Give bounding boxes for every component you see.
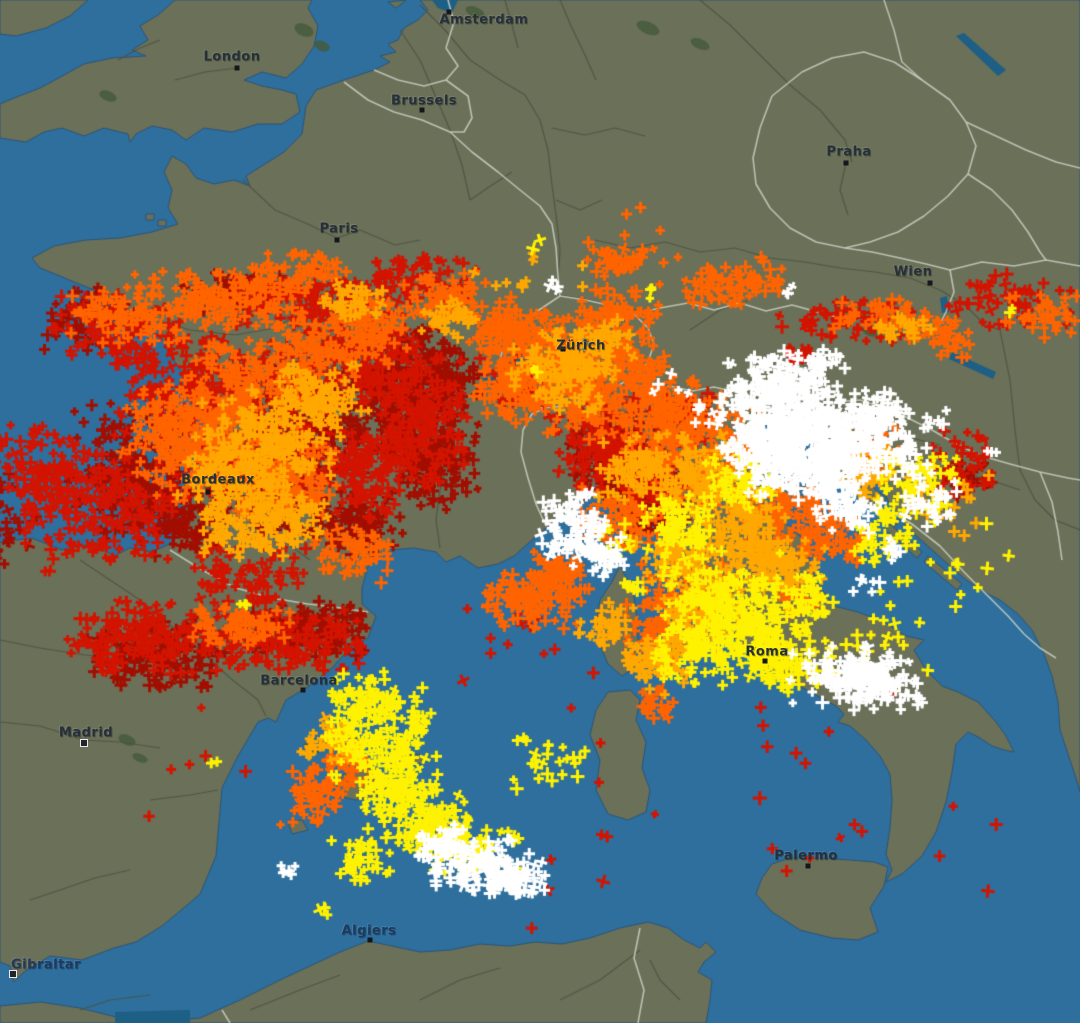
map-canvas[interactable] [0, 0, 1080, 1023]
lightning-map-viewport: Amsterdam London Brussels Paris Praha Wien Zür… [0, 0, 1080, 1023]
